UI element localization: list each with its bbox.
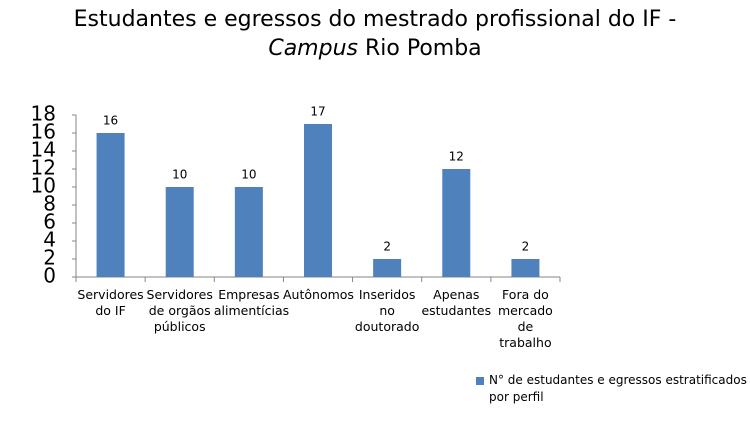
x-tick-label: Apenas estudantes: [421, 287, 492, 318]
y-tick-label: 4: [43, 228, 56, 252]
y-tick-label: 8: [43, 192, 56, 216]
x-tick-label: Empresas alimentícias: [213, 287, 290, 318]
x-tick-label: Autônomos: [283, 287, 354, 302]
legend-swatch: [476, 377, 484, 385]
value-label: 12: [449, 150, 464, 164]
y-tick-label: 10: [31, 174, 56, 198]
chart-title: Campus Rio Pomba: [268, 36, 481, 61]
bar: [304, 124, 332, 277]
bar: [234, 187, 263, 277]
chart-title: Estudantes e egressos do mestrado profis…: [74, 7, 677, 32]
y-tick-label: 12: [31, 156, 56, 180]
value-label: 17: [310, 105, 325, 119]
x-tick-label: Inseridos no doutorado: [354, 287, 420, 334]
legend-label: N° de estudantes e egressos estratificad…: [489, 373, 747, 404]
y-tick-label: 14: [31, 138, 56, 162]
bar: [165, 187, 194, 277]
bar: [442, 169, 471, 277]
y-tick-label: 18: [31, 102, 56, 126]
y-tick-label: 6: [43, 210, 56, 234]
y-tick-label: 2: [43, 246, 56, 270]
x-tick-label: Servidores do IF: [77, 287, 144, 318]
bar: [96, 133, 125, 277]
title-rest: Rio Pomba: [365, 36, 482, 61]
value-label: 2: [383, 240, 391, 254]
bar: [373, 259, 402, 277]
y-tick-label: 16: [31, 120, 56, 144]
y-tick-label: 0: [43, 264, 56, 288]
value-label: 16: [103, 114, 118, 128]
value-label: 10: [241, 168, 256, 182]
x-tick-label: Fora do mercado de trabalho: [497, 287, 553, 350]
value-label: 10: [172, 168, 187, 182]
legend: N° de estudantes e egressos estratificad…: [476, 372, 748, 406]
x-tick-label: Servidores de orgãos públicos: [146, 287, 213, 334]
title-italic: Campus: [268, 36, 358, 61]
value-label: 2: [522, 240, 530, 254]
bar: [511, 259, 540, 277]
